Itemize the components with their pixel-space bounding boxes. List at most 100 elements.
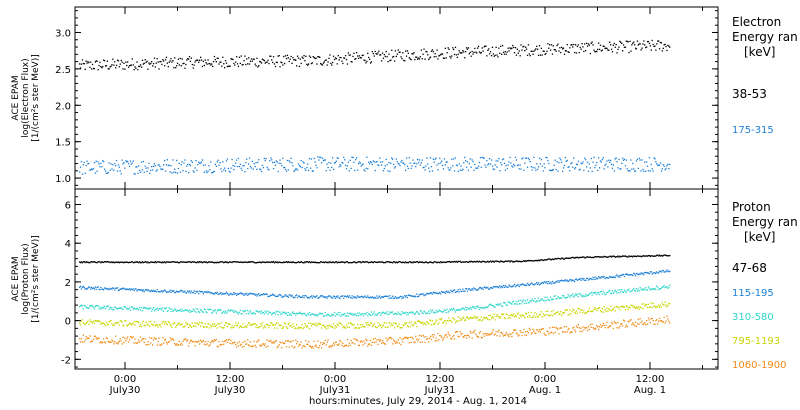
data-point: [622, 273, 625, 276]
data-point: [607, 277, 609, 279]
data-point: [420, 261, 422, 263]
data-point: [655, 255, 657, 257]
data-point: [361, 341, 363, 343]
data-point: [139, 336, 142, 338]
data-point: [648, 319, 651, 321]
data-point: [145, 344, 147, 346]
data-point: [418, 159, 421, 161]
data-point: [553, 313, 555, 315]
data-point: [594, 276, 596, 278]
data-point: [445, 311, 447, 314]
data-point: [607, 49, 609, 51]
data-point: [97, 337, 99, 339]
data-point: [207, 170, 209, 172]
data-point: [550, 296, 552, 298]
data-point: [296, 262, 298, 264]
data-point: [501, 44, 504, 47]
data-point: [518, 50, 520, 52]
data-point: [415, 312, 417, 314]
data-point: [312, 347, 314, 349]
data-point: [666, 304, 668, 306]
data-point: [479, 319, 482, 321]
data-point: [329, 261, 331, 263]
data-point: [212, 325, 215, 327]
data-point: [661, 50, 663, 52]
data-point: [376, 327, 378, 329]
data-point: [386, 164, 388, 166]
data-point: [632, 289, 634, 291]
data-point: [107, 323, 109, 326]
data-point: [650, 49, 652, 51]
data-point: [275, 340, 277, 342]
data-point: [190, 290, 192, 292]
data-point: [293, 313, 295, 315]
data-point: [632, 274, 634, 277]
data-point: [488, 334, 490, 336]
data-point: [637, 288, 639, 290]
data-point: [324, 296, 326, 299]
data-point: [214, 339, 216, 342]
data-point: [121, 159, 123, 161]
data-point: [441, 339, 444, 341]
data-point: [447, 311, 449, 313]
data-point: [513, 260, 515, 263]
data-point: [389, 261, 391, 264]
data-point: [598, 328, 600, 331]
data-point: [563, 53, 566, 55]
data-point: [173, 67, 175, 69]
data-point: [260, 168, 262, 171]
data-point: [534, 312, 536, 314]
data-point: [345, 296, 348, 298]
data-point: [581, 163, 583, 165]
data-point: [228, 65, 230, 67]
data-point: [450, 167, 452, 169]
data-point: [293, 325, 295, 327]
data-point: [110, 341, 112, 343]
data-point: [411, 336, 413, 338]
data-point: [337, 261, 339, 263]
data-point: [210, 308, 212, 310]
data-point: [405, 322, 408, 324]
data-point: [493, 306, 495, 308]
data-point: [138, 289, 140, 291]
data-point: [563, 326, 566, 328]
data-point: [562, 331, 564, 333]
data-point: [288, 60, 290, 63]
data-point: [312, 56, 314, 58]
data-point: [633, 323, 635, 325]
data-point: [132, 64, 134, 66]
data-point: [85, 336, 87, 338]
data-point: [407, 337, 409, 339]
data-point: [340, 165, 342, 167]
data-point: [225, 160, 228, 162]
data-point: [462, 288, 464, 290]
data-point: [188, 324, 191, 326]
data-point: [170, 339, 172, 341]
data-point: [385, 295, 387, 297]
data-point: [178, 340, 180, 343]
data-point: [317, 340, 319, 342]
data-point: [406, 311, 409, 314]
data-point: [452, 317, 454, 319]
data-point: [271, 59, 273, 61]
data-point: [380, 161, 382, 163]
data-point: [84, 288, 86, 290]
data-point: [412, 159, 414, 161]
data-point: [251, 346, 253, 348]
data-point: [524, 316, 526, 319]
data-point: [404, 312, 406, 314]
data-point: [99, 166, 101, 168]
data-point: [366, 311, 368, 314]
data-point: [177, 167, 180, 170]
data-point: [546, 157, 548, 159]
data-point: [619, 255, 621, 257]
data-point: [344, 344, 347, 346]
data-point: [439, 157, 441, 159]
data-point: [139, 289, 141, 291]
data-point: [506, 333, 508, 335]
data-point: [550, 281, 552, 283]
data-point: [301, 324, 303, 326]
data-point: [268, 62, 270, 65]
data-point: [241, 169, 243, 171]
data-point: [570, 162, 572, 165]
